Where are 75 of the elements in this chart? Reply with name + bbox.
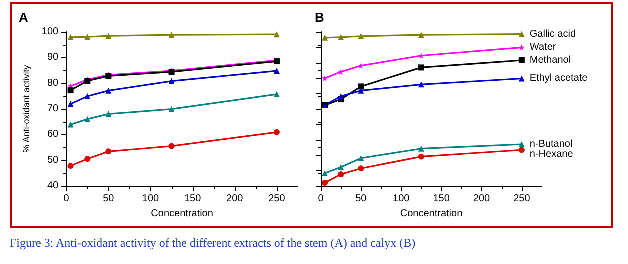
y-tick-label: 70: [47, 104, 60, 115]
point: [358, 84, 364, 90]
x-tick-label: 200: [473, 194, 491, 205]
series-label: n-Hexane: [530, 148, 574, 160]
x-axis-title: Concentration: [151, 208, 214, 220]
point: [274, 68, 280, 74]
x-axis-title: Concentration: [400, 208, 463, 220]
chart-title: B: [315, 10, 324, 25]
x-tick-label: 250: [514, 194, 531, 205]
point: [322, 170, 328, 177]
point: [84, 156, 91, 162]
x-tick-label: 200: [226, 194, 244, 205]
point: [274, 129, 280, 136]
point: [168, 78, 175, 84]
series-label: n-Butanol: [530, 138, 573, 150]
point: [168, 143, 175, 150]
point: [518, 31, 525, 38]
point: [338, 34, 344, 40]
point: [338, 172, 344, 178]
point: [358, 88, 364, 94]
point: [518, 141, 525, 148]
y-tick-label: 50: [47, 154, 60, 166]
series-label: Water: [530, 42, 557, 54]
y-tick-label: 90: [47, 52, 60, 64]
point: [106, 88, 112, 94]
point: [84, 34, 91, 40]
x-tick-label: 0: [318, 194, 324, 205]
y-axis-title: % Anti-oxidant activity: [22, 64, 32, 153]
y-tick-label: 100: [42, 26, 60, 38]
point: [418, 32, 424, 38]
point: [338, 164, 344, 170]
point: [68, 34, 74, 40]
x-tick-label: 150: [433, 194, 450, 205]
point: [274, 91, 280, 98]
point: [106, 148, 112, 155]
y-tick-label: 60: [47, 129, 60, 140]
point: [84, 93, 91, 100]
point: [418, 154, 424, 160]
caption: Figure 3: Anti-oxidant activity of the different extracts of the stem (A) and calyx (B): [10, 236, 416, 251]
point: [68, 101, 74, 108]
x-tick-label: 250: [268, 194, 286, 205]
point: [84, 116, 91, 122]
chart-title: A: [19, 10, 29, 25]
point: [518, 76, 525, 82]
point: [68, 122, 74, 128]
x-tick-label: 50: [103, 194, 115, 205]
x-tick-label: 0: [64, 194, 70, 205]
point: [274, 32, 280, 38]
point: [518, 58, 525, 64]
y-tick-label: 40: [47, 180, 60, 192]
point: [168, 32, 175, 38]
point: [338, 93, 344, 100]
point: [518, 44, 525, 51]
point: [322, 34, 328, 41]
point: [358, 33, 364, 40]
point: [418, 64, 424, 71]
point: [106, 111, 112, 118]
point: [322, 180, 328, 186]
point: [518, 147, 525, 154]
point: [168, 106, 175, 112]
x-tick-label: 100: [142, 194, 160, 205]
point: [106, 33, 112, 40]
series-label: Gallic acid: [530, 28, 576, 40]
point: [68, 88, 74, 94]
point: [418, 82, 424, 88]
x-tick-label: 150: [184, 194, 202, 205]
y-tick-label: 80: [47, 78, 60, 89]
series-label: Methanol: [530, 55, 572, 66]
point: [68, 163, 74, 170]
x-tick-label: 50: [356, 194, 368, 205]
point: [358, 155, 364, 162]
point: [418, 146, 424, 152]
series-label: Ethyl acetate: [530, 73, 588, 84]
point: [358, 166, 364, 172]
x-tick-label: 100: [393, 194, 410, 205]
